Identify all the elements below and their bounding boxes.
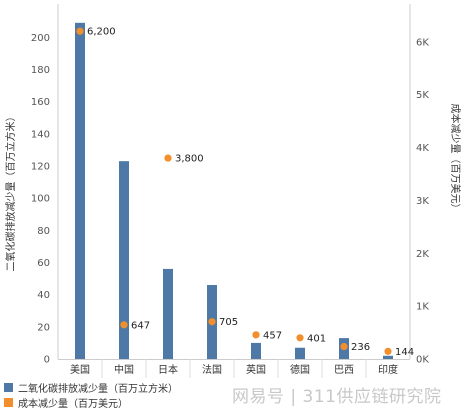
point-series: 6,200 647 3,800 705 457 401 236 144	[76, 27, 414, 358]
y-tick-label: 200	[31, 33, 50, 44]
legend-swatch-point	[4, 398, 13, 407]
y2-tick-label: 1K	[416, 302, 429, 313]
category-label: 印度	[378, 363, 398, 376]
point-marker	[208, 318, 216, 326]
bar	[75, 22, 85, 360]
point-data-label: 401	[307, 333, 326, 344]
category-labels: 美国 中国 日本 法国 英国 德国 巴西 印度	[70, 363, 398, 376]
y2-tick-label: 0K	[416, 355, 429, 366]
point-data-label: 144	[395, 347, 414, 358]
point-marker	[384, 347, 392, 355]
category-label: 日本	[158, 363, 178, 376]
legend-item-bar: 二氧化碳排放减少量（百万立方米）	[4, 380, 178, 395]
legend-swatch-bar	[4, 383, 13, 392]
y-tick-label: 100	[31, 194, 50, 205]
legend-item-point: 成本减少量（百万美元）	[4, 395, 178, 410]
legend-label-bar: 二氧化碳排放减少量（百万立方米）	[18, 384, 178, 395]
category-label: 巴西	[334, 364, 354, 376]
watermark: 网易号 | 311供应链研究院	[232, 387, 442, 407]
point-data-label: 3,800	[175, 154, 204, 165]
y-tick-label: 0	[44, 355, 50, 366]
y2-tick-label: 4K	[416, 143, 429, 154]
y2-tick-label: 3K	[416, 196, 429, 207]
point-marker	[296, 334, 304, 342]
y2-tick-label: 2K	[416, 249, 429, 260]
y-tick-label: 160	[31, 97, 50, 108]
point-data-label: 6,200	[87, 27, 116, 38]
legend: 二氧化碳排放减少量（百万立方米） 成本减少量（百万美元）	[4, 380, 178, 410]
category-label: 法国	[202, 363, 222, 376]
left-tick-labels: 0 20 40 60 80 100 120 140 160 180 200	[31, 33, 50, 366]
y-tick-label: 180	[31, 65, 50, 76]
point-marker	[252, 331, 260, 339]
category-label: 德国	[290, 363, 310, 376]
y-tick-label: 80	[37, 226, 50, 237]
category-label: 英国	[246, 363, 266, 376]
bar	[295, 347, 305, 359]
y-axis-title: 二氧化碳排放减少量（百万立方米）	[4, 112, 17, 272]
bar	[163, 268, 173, 359]
y-tick-label: 120	[31, 161, 50, 172]
point-data-label: 457	[263, 330, 282, 341]
point-marker	[340, 342, 348, 351]
y-tick-label: 40	[37, 290, 50, 301]
chart-svg: 0 20 40 60 80 100 120 140 160 180 200 0K 1K 2K 3K 4K 5K…	[4, 4, 462, 378]
bar	[251, 342, 261, 359]
y-tick-label: 140	[31, 129, 50, 140]
y-tick-label: 20	[37, 322, 50, 333]
y2-axis-title: 成本减少量（百万美元）	[449, 104, 462, 214]
legend-label-point: 成本减少量（百万美元）	[18, 399, 128, 410]
right-tick-labels: 0K 1K 2K 3K 4K 5K 6K	[416, 37, 429, 365]
bar	[383, 355, 393, 359]
y2-tick-label: 5K	[416, 90, 429, 101]
point-data-label: 705	[219, 317, 238, 328]
point-marker	[76, 27, 84, 35]
bar-series	[75, 22, 393, 360]
bar	[119, 161, 129, 359]
point-marker	[164, 154, 172, 162]
category-label: 中国	[114, 363, 134, 376]
category-separators	[101, 359, 367, 378]
point-data-label: 647	[131, 320, 150, 331]
y2-tick-label: 6K	[416, 37, 429, 48]
point-data-label: 236	[351, 342, 370, 353]
y-tick-label: 60	[37, 258, 50, 269]
point-marker	[120, 321, 128, 329]
category-label: 美国	[70, 363, 90, 376]
